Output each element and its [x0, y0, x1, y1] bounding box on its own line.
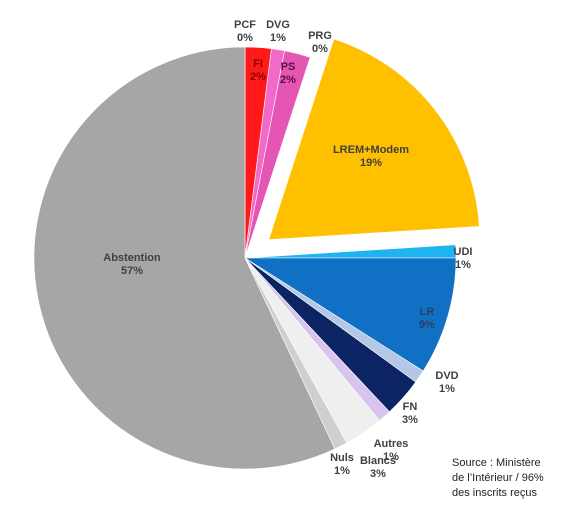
slice-label: Nuls 1%	[330, 452, 354, 477]
slice-value: 1%	[455, 259, 471, 271]
slice-name: Autres	[374, 438, 409, 450]
slice-value: 1%	[270, 32, 286, 44]
slice-name: UDI	[454, 246, 473, 258]
slice-value: 0%	[237, 32, 253, 44]
slice-label: Autres 1%	[374, 438, 409, 463]
slice-name: Abstention	[103, 252, 161, 264]
slice-label: PRG 0%	[308, 30, 332, 55]
slice-label: UDI 1%	[454, 246, 473, 271]
pie-slice	[244, 50, 311, 259]
slice-value: 2%	[280, 74, 296, 86]
slice-label: PCF 0%	[234, 19, 256, 44]
slice-value: 19%	[360, 157, 382, 169]
slice-label: Abstention 57%	[103, 252, 161, 277]
slice-value: 1%	[334, 465, 350, 477]
slice-value: 0%	[312, 43, 328, 55]
pie-slice	[244, 244, 457, 259]
slice-label: LR 9%	[419, 306, 435, 331]
slice-name: LREM+Modem	[333, 144, 409, 156]
slice-label: DVG 1%	[266, 19, 290, 44]
slice-name: Blancs	[360, 455, 396, 467]
slice-name: PS	[281, 61, 296, 73]
slice-value: 1%	[439, 383, 455, 395]
source-line: des inscrits reçus	[452, 487, 537, 499]
slice-name: PRG	[308, 30, 332, 42]
slice-value: 1%	[383, 451, 399, 463]
slice-value: 9%	[419, 319, 435, 331]
pie-slice	[33, 46, 336, 470]
slice-name: Nuls	[330, 452, 354, 464]
pie-slice	[243, 257, 457, 372]
slice-name: FI	[253, 58, 263, 70]
pie-slice	[268, 38, 480, 240]
slice-name: DVG	[266, 19, 290, 31]
slice-name: PCF	[234, 19, 256, 31]
slice-value: 2%	[250, 71, 266, 83]
slice-name: DVD	[435, 370, 458, 382]
slice-label: LREM+Modem 19%	[333, 144, 409, 169]
source-note: Source : Ministère de l’Intérieur / 96% …	[452, 456, 544, 501]
slice-name: FN	[403, 401, 418, 413]
slice-label: PS 2%	[280, 61, 296, 86]
source-line: Source : Ministère	[452, 457, 541, 469]
slice-label: FI 2%	[250, 58, 266, 83]
slice-value: 3%	[402, 414, 418, 426]
slice-value: 57%	[121, 265, 143, 277]
slice-name: LR	[420, 306, 435, 318]
slice-label: DVD 1%	[435, 370, 458, 395]
slice-label: Blancs 3%	[360, 455, 396, 480]
slice-label: FN 3%	[402, 401, 418, 426]
slice-value: 3%	[370, 468, 386, 480]
source-line: de l’Intérieur / 96%	[452, 472, 544, 484]
